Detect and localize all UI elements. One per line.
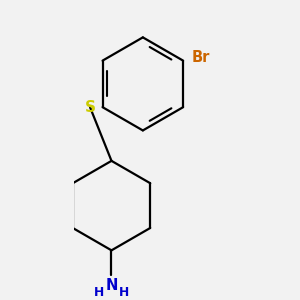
Text: S: S [85, 100, 95, 115]
Text: N: N [105, 278, 118, 293]
Text: H: H [94, 286, 104, 299]
Text: Br: Br [192, 50, 211, 65]
Text: H: H [119, 286, 129, 299]
